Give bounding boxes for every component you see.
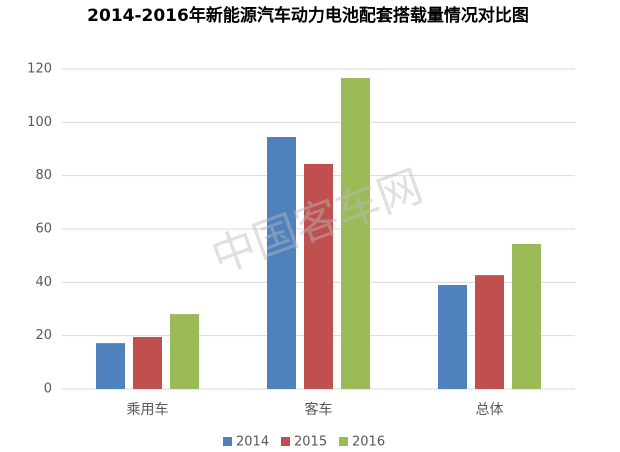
bar (512, 243, 541, 389)
bar (341, 78, 370, 390)
bar (170, 314, 199, 389)
y-tick-label: 120 (27, 62, 52, 77)
legend-label: 2016 (352, 435, 385, 450)
bar (96, 343, 125, 389)
legend-swatch (223, 437, 232, 446)
y-tick-label: 0 (44, 382, 52, 397)
bar (475, 275, 504, 389)
legend-swatch (281, 437, 290, 446)
x-tick-label: 客车 (305, 401, 333, 418)
chart-title: 2014-2016年新能源汽车动力电池配套搭载量情况对比图 (87, 5, 529, 26)
y-tick-label: 80 (35, 168, 52, 183)
y-tick-label: 40 (35, 275, 52, 290)
x-tick-label: 总体 (476, 402, 504, 418)
x-tick-label: 乘用车 (127, 401, 169, 418)
legend-label: 2014 (236, 435, 269, 450)
bar (267, 137, 296, 389)
y-tick-label: 100 (27, 115, 52, 130)
y-tick-label: 20 (35, 328, 52, 343)
y-tick-label: 60 (35, 222, 52, 237)
legend-label: 2015 (294, 435, 327, 450)
bar (133, 337, 162, 389)
legend-swatch (339, 437, 348, 446)
bar (304, 163, 333, 389)
bar (438, 285, 467, 389)
